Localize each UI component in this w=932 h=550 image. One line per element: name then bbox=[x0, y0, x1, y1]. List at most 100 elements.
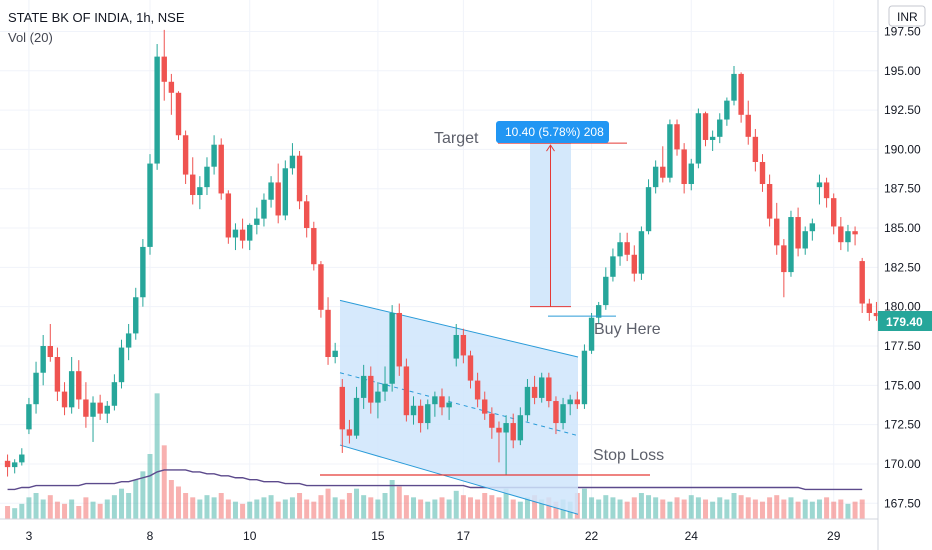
volume-bar bbox=[717, 497, 723, 519]
volume-bar bbox=[403, 495, 409, 519]
candle-body bbox=[496, 427, 502, 433]
volume-bar bbox=[12, 508, 18, 519]
candle-body bbox=[175, 92, 182, 136]
volume-bar bbox=[275, 501, 281, 519]
candle-body bbox=[852, 231, 858, 235]
candle-body bbox=[759, 161, 766, 185]
volume-bar bbox=[788, 497, 794, 519]
candle-body bbox=[873, 312, 880, 317]
volume-indicator-label[interactable]: Vol (20) bbox=[8, 30, 53, 45]
time-tick-label: 17 bbox=[457, 529, 471, 543]
candle-body bbox=[816, 182, 823, 188]
time-tick-label: 10 bbox=[243, 529, 257, 543]
volume-bar bbox=[190, 497, 196, 519]
candle-body bbox=[674, 124, 680, 150]
candle-body bbox=[303, 201, 310, 229]
volume-bar bbox=[83, 497, 89, 519]
volume-bar bbox=[425, 501, 431, 519]
volume-bar bbox=[33, 493, 39, 519]
target-bubble bbox=[496, 121, 609, 143]
candle-body bbox=[539, 377, 545, 398]
candle-body bbox=[645, 187, 652, 232]
candle-body bbox=[389, 312, 395, 384]
volume-bar bbox=[311, 501, 317, 519]
price-tick-label: 190.00 bbox=[884, 142, 921, 156]
candle-body bbox=[83, 399, 89, 417]
candle-body bbox=[660, 166, 666, 178]
price-axis[interactable]: 167.50 170.00 172.50 175.00 177.50 180.00 182.… bbox=[884, 24, 921, 510]
target-arrow-head bbox=[546, 144, 555, 152]
time-tick-label: 29 bbox=[827, 529, 841, 543]
volume-bar bbox=[19, 503, 25, 519]
candle-body bbox=[204, 166, 210, 188]
candle-body bbox=[268, 182, 274, 200]
candle-body bbox=[410, 405, 417, 416]
volume-bar bbox=[411, 497, 417, 519]
price-tick-label: 180.00 bbox=[884, 300, 921, 314]
candle-body bbox=[417, 405, 424, 424]
volume-bar bbox=[268, 495, 274, 519]
candle-body bbox=[311, 228, 317, 265]
candle-body bbox=[667, 124, 673, 178]
volume-bar bbox=[653, 497, 659, 519]
time-tick-label: 24 bbox=[685, 529, 699, 543]
volume-bar bbox=[681, 499, 687, 519]
candle-body bbox=[211, 144, 217, 167]
volume-bar bbox=[254, 499, 260, 519]
volume-bars bbox=[5, 393, 865, 519]
candle-body bbox=[140, 246, 146, 298]
candle-body bbox=[745, 114, 751, 137]
currency-badge-text: INR bbox=[897, 10, 918, 24]
candle-body bbox=[595, 305, 602, 318]
candle-body bbox=[617, 242, 623, 257]
channel-upper-line bbox=[339, 299, 579, 358]
volume-bar bbox=[845, 503, 851, 519]
candle-body bbox=[325, 309, 331, 358]
volume-bar bbox=[325, 488, 331, 519]
level-lines bbox=[320, 142, 650, 476]
candle-body bbox=[368, 375, 374, 403]
last-price-text: 179.40 bbox=[886, 315, 923, 329]
time-axis[interactable]: 3 8 10 15 17 22 24 29 bbox=[26, 529, 841, 543]
volume-bar bbox=[218, 493, 224, 519]
volume-bar bbox=[553, 501, 559, 519]
volume-bar bbox=[161, 445, 167, 519]
candle-body bbox=[774, 218, 780, 246]
volume-bar bbox=[346, 493, 352, 519]
candle-body bbox=[453, 334, 459, 359]
candle-body bbox=[47, 346, 53, 358]
volume-bar bbox=[489, 495, 495, 519]
volume-bar bbox=[809, 501, 815, 519]
volume-bar bbox=[432, 499, 438, 519]
candle-body bbox=[254, 218, 260, 225]
candle-body bbox=[788, 217, 794, 273]
volume-bar bbox=[5, 506, 11, 519]
volume-bar bbox=[517, 501, 523, 519]
volume-bar bbox=[539, 499, 545, 519]
volume-bar bbox=[703, 499, 709, 519]
target-measure-text: 10.40 (5.78%) 208 bbox=[505, 125, 604, 139]
candle-body bbox=[239, 229, 246, 241]
volume-bar bbox=[261, 497, 267, 519]
candle-body bbox=[425, 404, 431, 424]
volume-bar bbox=[724, 499, 730, 519]
volume-bar bbox=[40, 499, 46, 519]
symbol-title[interactable]: STATE BK OF INDIA, 1h, NSE bbox=[8, 10, 185, 25]
descending-channel bbox=[339, 299, 579, 515]
volume-bar bbox=[795, 501, 801, 519]
volume-bar bbox=[354, 488, 360, 519]
currency-badge[interactable] bbox=[888, 5, 926, 27]
candle-body bbox=[510, 423, 516, 441]
volume-bar bbox=[97, 503, 103, 519]
candle-body bbox=[353, 397, 360, 436]
candle-body bbox=[232, 229, 239, 238]
candle-body bbox=[681, 149, 687, 185]
candle-body bbox=[781, 245, 787, 273]
volume-bar bbox=[439, 497, 445, 519]
price-tick-label: 192.50 bbox=[884, 103, 921, 117]
volume-bar bbox=[240, 503, 246, 519]
candle-body bbox=[638, 231, 645, 274]
volume-bar bbox=[532, 495, 538, 519]
